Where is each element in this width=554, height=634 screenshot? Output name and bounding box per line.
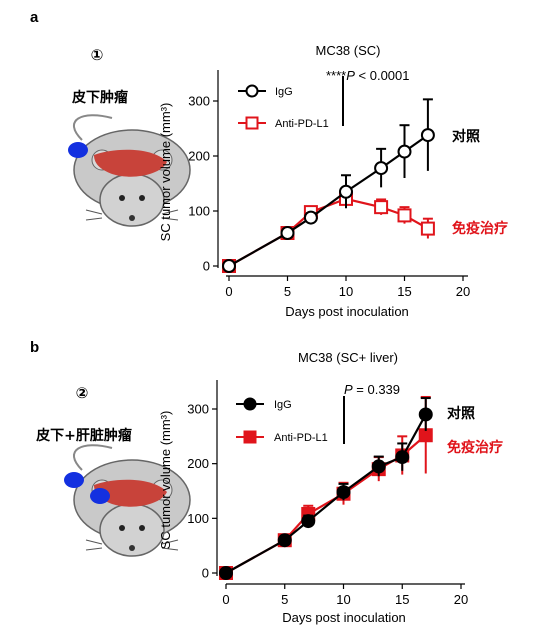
panel-label-a: a xyxy=(30,9,39,26)
data-point xyxy=(374,161,389,176)
series-anti-pd-l1 xyxy=(219,395,433,580)
data-point xyxy=(222,259,236,273)
x-tick-label: 15 xyxy=(395,592,409,607)
series-group-b xyxy=(219,395,433,580)
liver-shape-b xyxy=(94,479,167,507)
liver-tumor-b xyxy=(90,488,110,504)
subcutaneous-tumor-b xyxy=(64,472,84,488)
y-tick-label: 0 xyxy=(202,566,209,581)
legend-a: IgG Anti-PD-L1 xyxy=(238,84,329,130)
panel-b: b ② 皮下+肝脏肿瘤 MC38 (SC+ liver) 0 100 200 300 … xyxy=(30,339,503,625)
data-point xyxy=(280,226,295,240)
legend-label-igg-a: IgG xyxy=(275,86,293,98)
data-point xyxy=(219,566,233,580)
circle-number-b: ② xyxy=(76,384,89,402)
plot-b: 0 100 200 300 0 5 10 15 20 SC tumor volume (mm³… xyxy=(158,380,503,625)
stat-label-a: ****P < 0.0001 xyxy=(326,68,410,83)
x-tick-label: 10 xyxy=(339,284,353,299)
y-tick-label: 200 xyxy=(187,456,209,471)
x-tick-label: 0 xyxy=(222,592,229,607)
y-tick-label: 100 xyxy=(187,511,209,526)
data-point xyxy=(374,200,389,215)
legend-marker-anti-a xyxy=(245,116,259,130)
right-label-anti-b: 免疫治疗 xyxy=(447,439,503,456)
y-axis-label-b: SC tumor volume (mm³) xyxy=(158,411,173,550)
data-point xyxy=(277,533,292,548)
legend-label-anti-a: Anti-PD-L1 xyxy=(275,118,329,130)
data-point xyxy=(336,485,351,500)
right-label-igg-b: 对照 xyxy=(447,405,475,422)
legend-label-anti-b: Anti-PD-L1 xyxy=(274,432,328,444)
plot-a: 0 100 200 300 0 5 10 15 20 SC tumor volume (mm³… xyxy=(158,68,508,319)
model-label-b: 皮下+肝脏肿瘤 xyxy=(35,427,132,444)
series-line xyxy=(228,134,429,267)
y-axis-label-a: SC tumor volume (mm³) xyxy=(158,103,173,242)
x-tick-label: 10 xyxy=(336,592,350,607)
data-point xyxy=(303,210,318,225)
x-tick-label: 20 xyxy=(456,284,470,299)
model-label-a: 皮下肿瘤 xyxy=(71,89,128,106)
data-point xyxy=(420,128,435,143)
x-ticks-b: 0 5 10 15 20 xyxy=(222,584,468,607)
liver-shape-a xyxy=(94,149,167,177)
series-igg xyxy=(222,98,435,273)
y-tick-label: 100 xyxy=(188,204,210,219)
subcutaneous-tumor-a xyxy=(68,142,88,158)
x-tick-label: 15 xyxy=(397,284,411,299)
data-point xyxy=(339,184,353,199)
x-tick-label: 20 xyxy=(454,592,468,607)
y-tick-label: 200 xyxy=(188,149,210,164)
series-group-a xyxy=(222,98,435,273)
legend-b: IgG Anti-PD-L1 xyxy=(236,397,328,444)
chart-title-b: MC38 (SC+ liver) xyxy=(298,350,398,365)
right-label-anti-a: 免疫治疗 xyxy=(452,220,508,237)
data-point xyxy=(371,459,386,474)
y-tick-label: 300 xyxy=(187,402,209,417)
legend-marker-igg-b xyxy=(243,397,257,411)
y-ticks-a: 0 100 200 300 xyxy=(188,94,218,274)
right-label-igg-a: 对照 xyxy=(452,128,480,145)
y-tick-label: 300 xyxy=(188,94,210,109)
y-tick-label: 0 xyxy=(203,259,210,274)
data-point xyxy=(397,208,412,223)
legend-marker-igg-a xyxy=(245,84,259,98)
legend-label-igg-b: IgG xyxy=(274,399,292,411)
panel-label-b: b xyxy=(30,339,39,356)
data-point xyxy=(397,144,412,159)
x-axis-label-a: Days post inoculation xyxy=(285,304,409,319)
mouse-illustration-a xyxy=(68,114,191,227)
x-ticks-a: 0 5 10 15 20 xyxy=(225,276,470,299)
data-point xyxy=(395,450,410,465)
series-igg xyxy=(219,397,433,580)
panel-a: a ① 皮下肿瘤 MC38 (SC) 0 100 200 300 0 5 10 15 20 S… xyxy=(30,9,508,319)
x-axis-label-b: Days post inoculation xyxy=(282,610,406,625)
x-tick-label: 0 xyxy=(225,284,232,299)
y-ticks-b: 0 100 200 300 xyxy=(187,402,217,581)
legend-marker-anti-b xyxy=(243,430,257,444)
stat-label-b: P = 0.339 xyxy=(344,382,400,397)
data-point xyxy=(418,407,433,422)
data-point xyxy=(418,428,433,443)
chart-title-a: MC38 (SC) xyxy=(315,43,380,58)
data-point xyxy=(301,514,316,529)
x-tick-label: 5 xyxy=(281,592,288,607)
mouse-illustration-b xyxy=(64,444,191,557)
data-point xyxy=(420,221,435,236)
circle-number-a: ① xyxy=(91,46,104,64)
x-tick-label: 5 xyxy=(284,284,291,299)
